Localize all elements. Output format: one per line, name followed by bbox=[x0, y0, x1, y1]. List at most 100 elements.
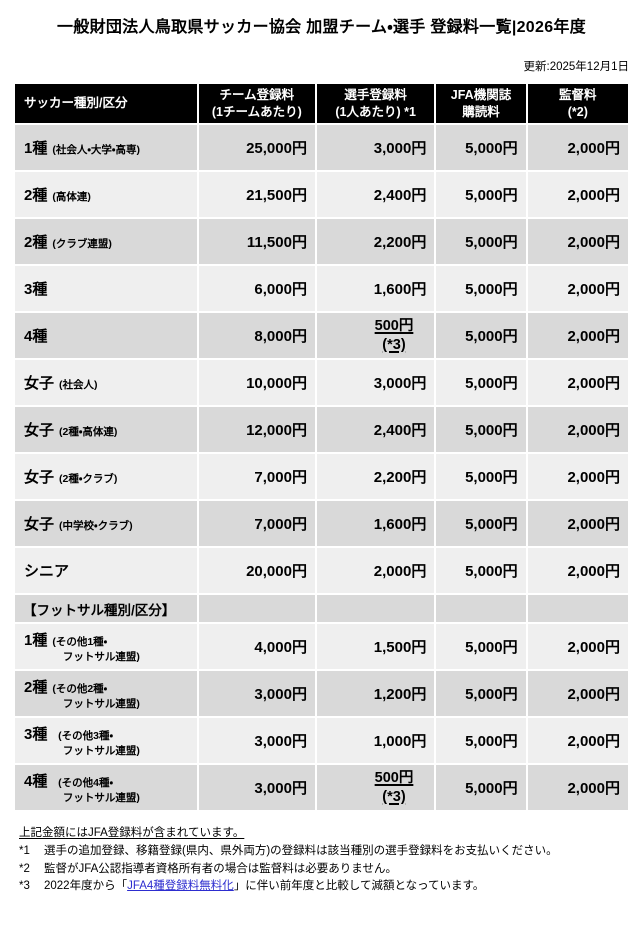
col-header-player-fee-line1: 選手登録料 bbox=[344, 87, 407, 102]
table-row: 女子 (社会人) 10,000円 3,000円 5,000円 2,000円 bbox=[15, 360, 628, 405]
fee-cell: 2,000円 bbox=[527, 360, 628, 405]
fee-cell: 2,000円 bbox=[527, 718, 628, 763]
futsal-section-row: 【フットサル種別/区分】 bbox=[15, 595, 628, 622]
footnote-1-id: *1 bbox=[19, 844, 30, 857]
table-row: 2種 (高体連) 21,500円 2,400円 5,000円 2,000円 bbox=[15, 172, 628, 217]
fee-cell: 5,000円 bbox=[436, 718, 526, 763]
col-header-team-fee-line2: (1チームあたり) bbox=[211, 104, 302, 119]
col-header-coach-fee: 監督料 (*2) bbox=[527, 84, 628, 123]
fee-cell: 2,000円 bbox=[527, 548, 628, 593]
discounted-fee-amount: 500円 bbox=[374, 770, 414, 787]
fee-cell: 11,500円 bbox=[198, 219, 315, 264]
table-row: 3種 (その他3種・ フットサル連盟) 3,000円 1,000円 5,000円 2,0… bbox=[15, 718, 628, 763]
table-row: 1種 (その他1種・ フットサル連盟) 4,000円 1,500円 5,000円 2,00… bbox=[15, 624, 628, 669]
fee-cell: 2,200円 bbox=[316, 219, 435, 264]
category-label: 4種 bbox=[24, 772, 48, 790]
table-row: 3種 6,000円 1,600円 5,000円 2,000円 bbox=[15, 266, 628, 311]
fee-cell: 5,000円 bbox=[436, 454, 526, 499]
col-header-jfa-magazine: JFA機関誌 購読料 bbox=[436, 84, 526, 123]
col-header-jfa-magazine-line2: 購読料 bbox=[462, 104, 500, 119]
category-wrap: 4種 bbox=[24, 325, 197, 346]
category-label: 女子 bbox=[24, 469, 55, 486]
category-wrap: 2種 (クラブ連盟) bbox=[24, 231, 197, 252]
category-wrap: 3種 bbox=[24, 278, 197, 299]
table-row: 1種 (社会人・大学・高専) 25,000円 3,000円 5,000円 2,000円 bbox=[15, 125, 628, 170]
discounted-fee-amount: 500円 bbox=[374, 318, 414, 335]
fee-cell: 8,000円 bbox=[198, 313, 315, 358]
fee-cell: 2,400円 bbox=[316, 407, 435, 452]
fee-cell: 7,000円 bbox=[198, 454, 315, 499]
fee-cell: 3,000円 bbox=[316, 125, 435, 170]
table-body: 1種 (社会人・大学・高専) 25,000円 3,000円 5,000円 2,000円 2種… bbox=[15, 125, 628, 810]
fee-cell: 3,000円 bbox=[198, 765, 315, 810]
fee-cell: 2,000円 bbox=[527, 219, 628, 264]
col-header-player-fee: 選手登録料 (1人あたり) *1 bbox=[316, 84, 435, 123]
category-wrap: 女子 (中学校・クラブ) bbox=[24, 513, 197, 534]
table-row: 2種 (その他2種・ フットサル連盟) 3,000円 1,200円 5,000円 2,00… bbox=[15, 671, 628, 716]
category-wrap: 1種 (その他1種・ フットサル連盟) bbox=[24, 629, 197, 664]
fee-cell: 1,500円 bbox=[316, 624, 435, 669]
category-label: 女子 bbox=[24, 375, 55, 392]
page: 一般財団法人鳥取県サッカー協会 加盟チーム・選手 登録料一覧|2026年度 更新… bbox=[13, 19, 630, 893]
fee-cell: 2,000円 bbox=[527, 624, 628, 669]
col-header-team-fee-line1: チーム登録料 bbox=[219, 87, 295, 102]
fee-cell: 3,000円 bbox=[198, 671, 315, 716]
fee-cell: 4,000円 bbox=[198, 624, 315, 669]
footnote-1: *1 選手の追加登録、移籍登録(県内、県外両方)の登録料は該当種別の選手登録料を… bbox=[19, 843, 628, 861]
category-sublabel: (その他4種・ フットサル連盟) bbox=[58, 776, 140, 804]
category-label: 4種 bbox=[24, 328, 48, 345]
table-row: 女子 (中学校・クラブ) 7,000円 1,600円 5,000円 2,000円 bbox=[15, 501, 628, 546]
fee-cell: 5,000円 bbox=[436, 407, 526, 452]
category-cell: 女子 (2種・クラブ) bbox=[15, 454, 197, 499]
fee-cell: 2,000円 bbox=[527, 313, 628, 358]
empty-cell bbox=[198, 595, 315, 622]
category-wrap: 2種 (その他2種・ フットサル連盟) bbox=[24, 676, 197, 711]
table-row: 4種 8,000円 500円 (*3) 5,000円 2,000円 bbox=[15, 313, 628, 358]
footnote-3-pre: 2022年度から「 bbox=[44, 880, 128, 893]
category-sublabel: (その他3種・ フットサル連盟) bbox=[58, 729, 140, 757]
category-sublabel: (社会人・大学・高専) bbox=[52, 144, 140, 156]
footnote-3-id: *3 bbox=[19, 880, 30, 893]
empty-cell bbox=[527, 595, 628, 622]
category-cell: 3種 (その他3種・ フットサル連盟) bbox=[15, 718, 197, 763]
fee-cell: 3,000円 bbox=[316, 360, 435, 405]
empty-cell bbox=[316, 595, 435, 622]
fee-cell: 2,000円 bbox=[527, 671, 628, 716]
fee-cell: 21,500円 bbox=[198, 172, 315, 217]
category-label: 2種 bbox=[24, 234, 48, 251]
category-wrap: 女子 (2種・高体連) bbox=[24, 419, 197, 440]
category-wrap: 3種 (その他3種・ フットサル連盟) bbox=[24, 723, 197, 758]
table-row: シニア 20,000円 2,000円 5,000円 2,000円 bbox=[15, 548, 628, 593]
col-header-coach-fee-line2: (*2) bbox=[567, 104, 588, 119]
category-sublabel: (中学校・クラブ) bbox=[59, 520, 133, 532]
discounted-fee-note: (*3) bbox=[382, 788, 406, 805]
category-cell: 2種 (その他2種・ フットサル連盟) bbox=[15, 671, 197, 716]
category-wrap: 1種 (社会人・大学・高専) bbox=[24, 137, 197, 158]
category-wrap: 4種 (その他4種・ フットサル連盟) bbox=[24, 770, 197, 805]
footnote-3-post: 」に伴い前年度と比較して減額となっています。 bbox=[233, 880, 485, 893]
category-label: 3種 bbox=[24, 725, 48, 743]
table-row: 女子 (2種・クラブ) 7,000円 2,200円 5,000円 2,000円 bbox=[15, 454, 628, 499]
table-header-row: サッカー種別/区分 チーム登録料 (1チームあたり) 選手登録料 (1人あたり)… bbox=[15, 84, 628, 123]
fee-cell: 10,000円 bbox=[198, 360, 315, 405]
fee-cell: 2,000円 bbox=[316, 548, 435, 593]
category-label: シニア bbox=[24, 563, 70, 580]
col-header-coach-fee-line1: 監督料 bbox=[559, 87, 597, 102]
discounted-fee: 500円 (*3) bbox=[375, 769, 414, 805]
fee-cell: 5,000円 bbox=[436, 219, 526, 264]
fee-cell: 20,000円 bbox=[198, 548, 315, 593]
jfa-free-registration-link[interactable]: JFA4種登録料無料化 bbox=[127, 880, 234, 893]
empty-cell bbox=[436, 595, 526, 622]
footnote-intro: 上記金額にはJFA登録料が含まれています。 bbox=[19, 827, 245, 839]
fee-cell: 500円 (*3) bbox=[316, 313, 435, 358]
section-title-cell: 【フットサル種別/区分】 bbox=[15, 595, 197, 622]
category-cell: 4種 bbox=[15, 313, 197, 358]
category-wrap: 女子 (社会人) bbox=[24, 372, 197, 393]
category-sublabel: (その他1種・ フットサル連盟) bbox=[52, 635, 140, 663]
col-header-category: サッカー種別/区分 bbox=[15, 84, 197, 123]
fee-table: サッカー種別/区分 チーム登録料 (1チームあたり) 選手登録料 (1人あたり)… bbox=[13, 82, 630, 812]
footnote-1-text: 選手の追加登録、移籍登録(県内、県外両方)の登録料は該当種別の選手登録料をお支払… bbox=[44, 844, 558, 857]
fee-cell: 5,000円 bbox=[436, 125, 526, 170]
col-header-team-fee: チーム登録料 (1チームあたり) bbox=[198, 84, 315, 123]
footnote-2-text: 監督がJFA公認指導者資格所有者の場合は監督料は必要ありません。 bbox=[44, 862, 397, 875]
